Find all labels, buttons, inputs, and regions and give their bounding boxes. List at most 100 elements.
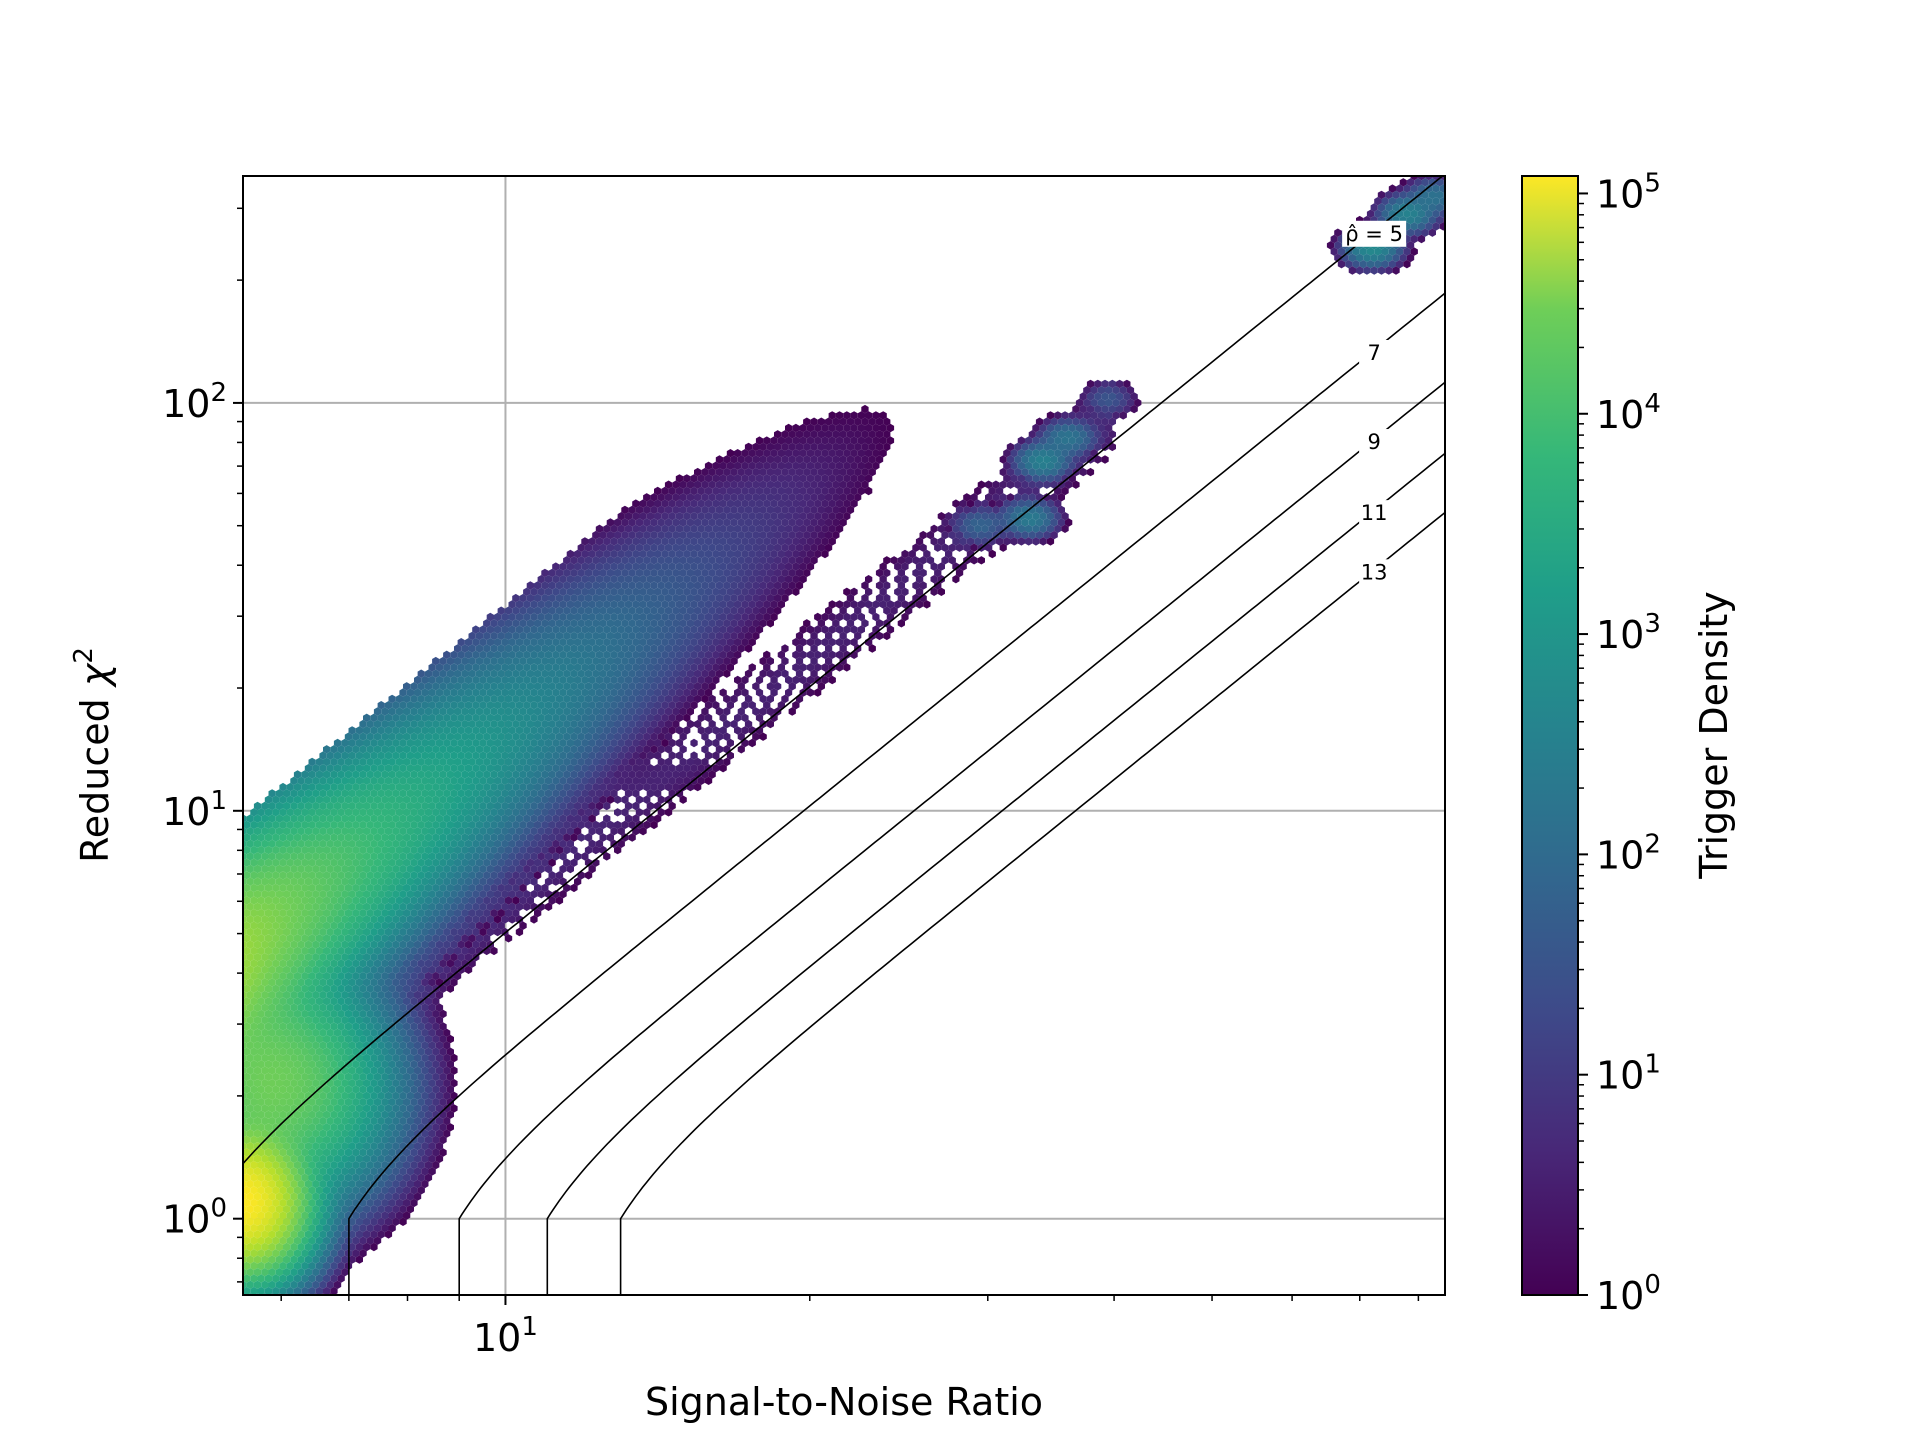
hexbin xyxy=(595,562,604,571)
hexbin xyxy=(541,619,549,628)
hexbin xyxy=(734,461,742,470)
hexbin xyxy=(795,467,804,477)
hexbin xyxy=(825,644,833,653)
hexbin xyxy=(1028,430,1036,439)
hexbin xyxy=(992,480,1000,489)
hexbin xyxy=(861,581,869,590)
hexbin xyxy=(1359,260,1367,269)
hexbin xyxy=(679,556,687,565)
hexbin xyxy=(744,606,753,615)
hexbin xyxy=(450,650,458,659)
hexbin xyxy=(490,619,498,628)
hexbin xyxy=(1003,537,1011,546)
hexbin xyxy=(1021,493,1029,502)
hexbin xyxy=(730,593,738,603)
hexbin xyxy=(1003,474,1011,483)
hexbin xyxy=(654,600,662,609)
hexbin xyxy=(770,449,778,458)
hexbin xyxy=(679,606,687,615)
hexbin xyxy=(741,562,749,571)
hexbin xyxy=(457,663,465,672)
hexbin xyxy=(1399,178,1407,187)
hexbin xyxy=(759,455,767,464)
hexbin xyxy=(799,423,807,433)
hexbin xyxy=(686,505,694,515)
hexbin xyxy=(675,499,684,508)
hexbin xyxy=(785,575,793,584)
hexbin xyxy=(523,600,531,609)
hexbin xyxy=(603,524,611,533)
hexbin xyxy=(795,631,804,641)
hexbin xyxy=(494,650,502,659)
hexbin xyxy=(715,669,724,678)
hexbin xyxy=(1406,178,1415,187)
hexbin xyxy=(497,669,505,678)
hexbin xyxy=(959,524,967,533)
hexbin xyxy=(624,549,633,559)
hexbin xyxy=(915,587,924,596)
hexbin xyxy=(577,568,585,578)
hexbin xyxy=(606,530,614,540)
hexbin xyxy=(1417,222,1426,231)
hexbin xyxy=(995,499,1004,508)
hexbin xyxy=(759,568,767,578)
hexbin xyxy=(657,556,665,565)
hexbin xyxy=(785,474,793,483)
hexbin xyxy=(763,486,771,496)
hexbin xyxy=(657,568,665,578)
hexbin xyxy=(744,455,753,464)
hexbin xyxy=(755,461,764,470)
hexbin xyxy=(744,505,753,515)
hexbin xyxy=(614,530,622,540)
hexbin xyxy=(421,675,429,685)
hexbin xyxy=(552,675,560,685)
hexbin xyxy=(810,442,818,452)
hexbin xyxy=(664,581,673,590)
hexbin xyxy=(574,663,582,672)
hexbin xyxy=(617,587,625,596)
hexbin xyxy=(726,663,734,672)
hexbin xyxy=(846,505,855,515)
hexbin xyxy=(1046,423,1055,433)
hexbin xyxy=(719,625,727,634)
hexbin xyxy=(825,442,833,452)
hexbin xyxy=(574,549,582,559)
hexbin xyxy=(646,512,654,521)
hexbin xyxy=(817,518,825,527)
hexbin xyxy=(752,455,760,464)
hexbin xyxy=(850,486,858,496)
hexbin xyxy=(1021,467,1029,477)
hexbin xyxy=(1126,386,1135,395)
hexbin xyxy=(428,663,436,672)
hexbin xyxy=(635,619,644,628)
hexbin xyxy=(704,524,713,533)
hexbin xyxy=(643,530,651,540)
hexbin xyxy=(781,530,789,540)
hexbin xyxy=(679,530,687,540)
hexbin xyxy=(584,556,593,565)
hexbin xyxy=(650,581,658,590)
hexbin xyxy=(661,486,669,496)
hexbin xyxy=(821,461,829,470)
hexbin xyxy=(879,411,887,420)
hexbin xyxy=(763,436,771,445)
hexbin xyxy=(606,644,614,653)
hexbin xyxy=(632,612,640,622)
hexbin xyxy=(857,474,865,483)
hexbin xyxy=(719,600,727,609)
hexbin xyxy=(715,631,724,641)
hexbin xyxy=(479,625,487,634)
hexbin xyxy=(643,656,651,666)
hexbin xyxy=(704,562,713,571)
hexbin xyxy=(730,467,738,477)
hexbin xyxy=(646,499,654,508)
hexbin xyxy=(1050,467,1058,477)
hexbin xyxy=(537,587,545,596)
hexbin xyxy=(868,644,876,653)
hexbin xyxy=(828,499,836,508)
hexbin xyxy=(774,518,782,527)
hexbin xyxy=(504,606,513,615)
hexbin xyxy=(661,663,669,672)
hexbin xyxy=(999,493,1007,502)
hexbin xyxy=(559,663,567,672)
